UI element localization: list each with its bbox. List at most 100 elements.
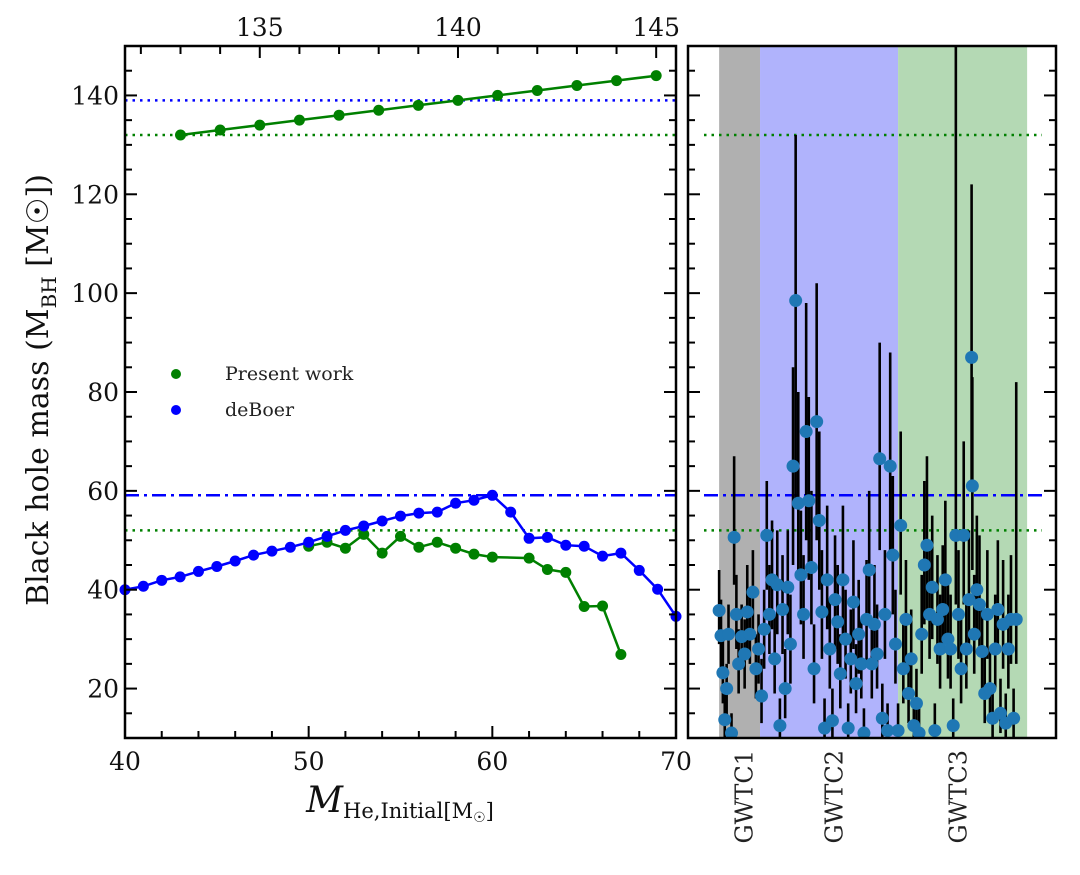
event-point	[965, 479, 979, 493]
data-point	[248, 549, 260, 561]
event-point	[1001, 642, 1015, 656]
event-point	[951, 607, 965, 621]
data-point	[492, 89, 504, 101]
event-point	[875, 711, 889, 725]
event-point	[909, 696, 923, 710]
event-point	[755, 689, 769, 703]
data-point	[413, 507, 425, 519]
event-point	[762, 607, 776, 621]
event-point	[867, 617, 881, 631]
event-point	[980, 607, 994, 621]
event-point	[883, 459, 897, 473]
data-point	[571, 80, 583, 92]
event-point	[862, 563, 876, 577]
left-plot-frame	[123, 44, 678, 740]
event-point	[836, 573, 850, 587]
data-point	[468, 494, 480, 506]
data-point	[431, 506, 443, 518]
event-point	[831, 615, 845, 629]
data-point	[523, 532, 535, 544]
event-point	[891, 724, 905, 738]
event-point	[789, 294, 803, 308]
event-point	[783, 637, 797, 651]
data-point	[652, 583, 664, 595]
data-point	[486, 551, 498, 563]
data-point	[254, 119, 266, 131]
category-label: GWTC3	[944, 750, 972, 843]
y-tick-label: 120	[71, 180, 119, 209]
data-point	[452, 94, 464, 106]
event-point	[804, 560, 818, 574]
left-panel: 40 50 60 70 135 140 145 20 40 60 80 100 120 140 Presen…	[71, 13, 692, 776]
data-point	[633, 564, 645, 576]
event-point	[965, 350, 979, 364]
data-point	[597, 550, 609, 562]
data-point	[505, 506, 517, 518]
data-point	[615, 648, 627, 660]
svg-text:Black hole mass (MBH [M☉]): Black hole mass (MBH [M☉])	[21, 174, 61, 606]
data-point	[137, 580, 149, 592]
data-point	[431, 536, 443, 548]
event-point	[760, 528, 774, 542]
event-point	[729, 607, 743, 621]
event-point	[799, 425, 813, 439]
event-point	[993, 706, 1007, 720]
data-point	[597, 600, 609, 612]
event-point	[757, 622, 771, 636]
data-point	[358, 528, 370, 540]
x-axis-label-sun: ☉	[473, 810, 486, 826]
event-point	[881, 724, 895, 738]
event-point	[946, 719, 960, 733]
event-point	[752, 642, 766, 656]
event-point	[727, 530, 741, 544]
event-point	[886, 548, 900, 562]
event-point	[962, 593, 976, 607]
category-label-group: GWTC1	[731, 750, 759, 843]
event-point	[854, 657, 868, 671]
event-point	[807, 662, 821, 676]
data-point	[339, 524, 351, 536]
event-point	[841, 721, 855, 735]
data-point	[321, 530, 333, 542]
data-point	[541, 563, 553, 575]
data-point	[303, 536, 315, 548]
data-point	[486, 489, 498, 501]
data-point	[174, 571, 186, 583]
event-point	[870, 647, 884, 661]
event-point	[941, 632, 955, 646]
x-tick-label: 40	[109, 747, 141, 776]
x-axis-label-sub: He,Initial[M	[343, 799, 473, 823]
event-point	[915, 627, 929, 641]
event-point	[920, 538, 934, 552]
event-point	[815, 605, 829, 619]
event-point	[1009, 612, 1023, 626]
data-point	[174, 129, 186, 141]
data-point	[284, 541, 296, 553]
data-point	[192, 565, 204, 577]
event-point	[904, 652, 918, 666]
data-point	[578, 540, 590, 552]
data-point	[339, 542, 351, 554]
event-point	[810, 415, 824, 429]
event-point	[912, 726, 926, 738]
y-axis-label: Black hole mass (MBH [M☉])	[21, 174, 61, 606]
event-point	[773, 719, 787, 733]
y-tick-label: 20	[87, 675, 119, 704]
category-label: GWTC2	[821, 750, 849, 843]
event-point	[857, 726, 871, 738]
data-point	[358, 520, 370, 532]
top-x-tick-label: 135	[236, 13, 284, 42]
legend-label-0: Present work	[225, 363, 354, 385]
event-point	[776, 602, 790, 616]
event-point	[844, 652, 858, 666]
data-point	[412, 99, 424, 111]
event-point	[888, 637, 902, 651]
event-point	[833, 667, 847, 681]
category-label-group: GWTC2	[821, 750, 849, 843]
event-point	[899, 612, 913, 626]
data-point	[214, 124, 226, 136]
event-point	[738, 647, 752, 661]
event-point	[873, 452, 887, 466]
x-tick-label: 50	[293, 747, 325, 776]
